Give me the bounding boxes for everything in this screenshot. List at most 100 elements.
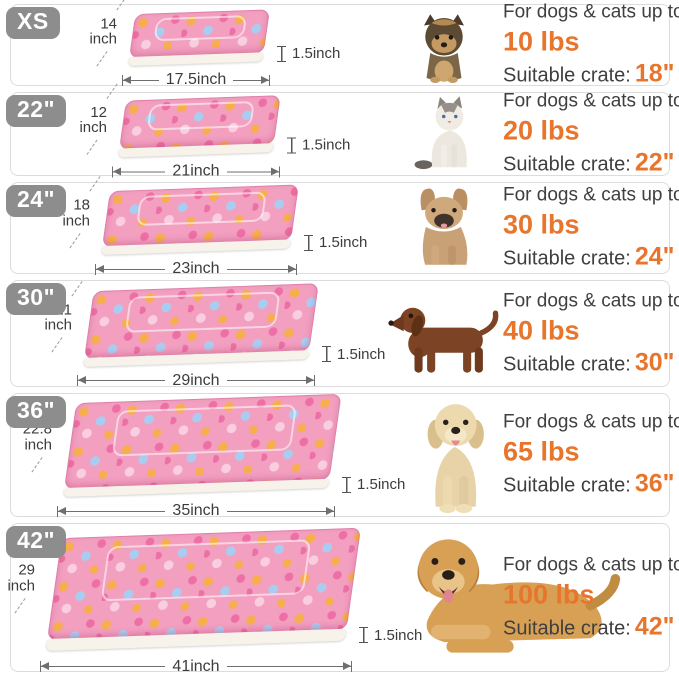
depth-value: 18 (73, 196, 90, 214)
crate-label: Suitable crate: (503, 153, 631, 176)
width-dimension: 23inch (94, 260, 298, 278)
depth-value: 14 (100, 14, 117, 32)
crate-label: Suitable crate: (503, 247, 631, 270)
weight-limit: 10 lbs (503, 26, 580, 57)
crate-line: Suitable crate: 18" (503, 60, 679, 89)
crate-size: 36" (634, 469, 675, 498)
width-label: 35inch (172, 502, 220, 519)
golden-retriever-lying-image (383, 525, 627, 669)
arrow-left-icon (76, 375, 166, 386)
size-row-24: 24" 18 inch 23inch 1.5inch (6, 182, 679, 277)
thickness-label: 1.5inch (319, 234, 368, 251)
size-info: For dogs & cats up to 65 lbs Suitable cr… (503, 412, 679, 499)
fits-line: For dogs & cats up to (503, 1, 679, 23)
size-row-36: 36" 22.8 inch 35inch 1.5inch (6, 393, 679, 519)
depth-unit: inch (89, 30, 117, 48)
arrow-right-icon (226, 661, 353, 672)
arrow-right-icon (226, 375, 316, 386)
arrow-right-icon (233, 74, 270, 86)
fits-line: For dogs & cats up to (503, 290, 679, 311)
crate-line: Suitable crate: 30" (503, 348, 679, 377)
depth-value: 12 (90, 103, 107, 121)
arrow-left-icon (94, 263, 166, 275)
fits-line: For dogs & cats up to (503, 90, 679, 112)
thickness-dimension: 1.5inch (304, 234, 367, 251)
bed-figure: 29 inch 41inch 1.5inch (7, 527, 422, 675)
crate-label: Suitable crate: (503, 617, 631, 639)
size-info: For dogs & cats up to 40 lbs Suitable cr… (503, 290, 679, 377)
size-badge: 30" (6, 283, 66, 315)
thickness-label: 1.5inch (374, 626, 423, 644)
width-label: 23inch (172, 260, 220, 277)
pet-bed-image (84, 282, 319, 359)
fits-line: For dogs & cats up to (503, 411, 679, 433)
thickness-tick-icon (277, 45, 286, 62)
crate-label: Suitable crate: (503, 64, 631, 87)
size-badge: XS (6, 7, 60, 39)
depth-unit: inch (62, 212, 90, 230)
thickness-dimension: 1.5inch (322, 346, 385, 363)
depth-dimension-label: 29 inch (7, 561, 35, 595)
size-info: For dogs & cats up to 100 lbs Suitable c… (503, 554, 679, 641)
crate-size: 22" (634, 148, 675, 177)
size-row-22: 22" 12 inch 21inch 1.5inch (6, 91, 679, 180)
arrow-left-icon (122, 74, 159, 86)
crate-size: 30" (634, 348, 675, 376)
arrow-left-icon (111, 166, 166, 177)
thickness-label: 1.5inch (302, 136, 351, 154)
golden-retriever-sitting-image (403, 396, 503, 514)
crate-size: 42" (634, 612, 675, 640)
pet-bed-image (64, 393, 342, 489)
weight-limit: 65 lbs (503, 436, 580, 467)
size-info: For dogs & cats up to 10 lbs Suitable cr… (503, 2, 679, 89)
bed-figure: 22.8 inch 35inch 1.5inch (23, 393, 405, 519)
crate-size: 24" (634, 242, 675, 271)
size-badge: 24" (6, 185, 66, 217)
depth-value: 29 (18, 561, 35, 579)
crate-line: Suitable crate: 22" (503, 149, 679, 178)
size-badge: 42" (6, 526, 66, 558)
depth-unit: inch (7, 577, 35, 595)
width-dimension: 17.5inch (122, 71, 270, 89)
width-dimension: 29inch (76, 372, 316, 390)
crate-line: Suitable crate: 24" (503, 243, 679, 272)
white-cat-image (407, 95, 483, 171)
crate-label: Suitable crate: (503, 353, 631, 375)
width-label: 21inch (172, 162, 220, 180)
depth-dimension-label: 14 inch (89, 16, 117, 48)
size-row-xs: XS 14 inch 17.5inch 1.5inch (6, 2, 679, 89)
crate-size: 18" (634, 59, 675, 88)
bed-figure: 12 inch 21inch 1.5inch (79, 95, 350, 180)
depth-unit: inch (44, 316, 72, 334)
french-bulldog-image (395, 185, 493, 269)
fits-line: For dogs & cats up to (503, 184, 679, 206)
arrow-left-icon (56, 505, 166, 517)
pet-bed-image (102, 184, 299, 247)
thickness-tick-icon (287, 137, 296, 153)
fits-line: For dogs & cats up to (503, 554, 679, 575)
depth-unit: inch (24, 436, 52, 454)
arrow-right-icon (226, 505, 336, 517)
thickness-label: 1.5inch (292, 45, 341, 62)
pet-bed-image (129, 9, 270, 58)
thickness-dimension: 1.5inch (277, 45, 340, 62)
crate-line: Suitable crate: 36" (503, 470, 679, 499)
thickness-tick-icon (359, 627, 368, 643)
thickness-label: 1.5inch (357, 476, 406, 493)
thickness-dimension: 1.5inch (359, 627, 422, 644)
size-info: For dogs & cats up to 30 lbs Suitable cr… (503, 185, 679, 272)
size-info: For dogs & cats up to 20 lbs Suitable cr… (503, 91, 679, 178)
crate-label: Suitable crate: (503, 474, 631, 497)
arrow-left-icon (39, 661, 166, 672)
thickness-dimension: 1.5inch (342, 476, 405, 493)
thickness-label: 1.5inch (337, 345, 386, 363)
size-badge: 22" (6, 95, 66, 127)
size-row-42: 42" 29 inch 41inch 1.5inch (6, 523, 679, 675)
crate-line: Suitable crate: 42" (503, 612, 679, 641)
width-label: 41inch (172, 657, 220, 675)
depth-dimension-label: 18 inch (62, 196, 90, 230)
width-dimension: 35inch (56, 502, 336, 520)
size-row-30: 30" 21 inch 29inch 1.5inch (6, 280, 679, 390)
weight-limit: 30 lbs (503, 209, 580, 240)
thickness-dimension: 1.5inch (287, 137, 350, 154)
